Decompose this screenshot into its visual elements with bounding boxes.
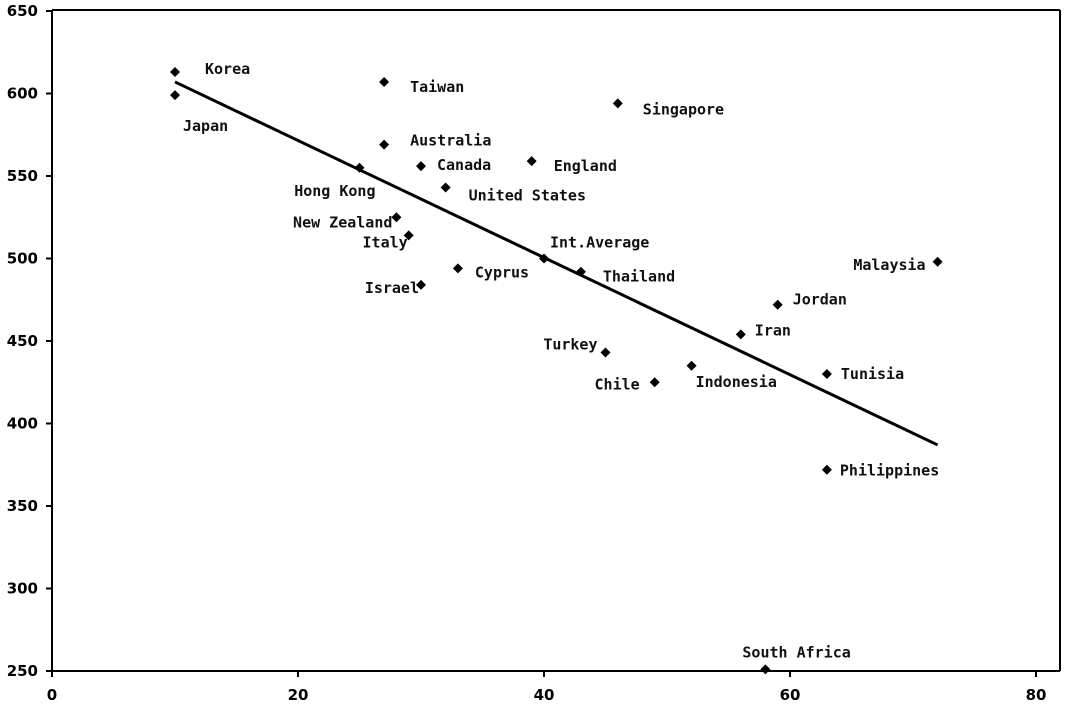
point-label-tunisia: Tunisia (841, 365, 904, 383)
data-point-canada (416, 161, 426, 172)
point-label-turkey: Turkey (543, 336, 597, 354)
data-point-japan (170, 90, 180, 101)
point-label-new-zealand: New Zealand (293, 213, 392, 231)
data-point-australia (379, 139, 390, 150)
point-label-korea: Korea (205, 60, 250, 78)
data-point-chile (649, 377, 660, 388)
point-label-iran: Iran (755, 321, 791, 339)
data-point-turkey (600, 347, 611, 358)
trend-line (174, 80, 939, 447)
y-tick-label: 550 (7, 167, 38, 185)
data-point-taiwan (379, 76, 390, 87)
data-point-malaysia (932, 256, 943, 267)
data-point-jordan (772, 299, 783, 310)
point-label-indonesia: Indonesia (696, 373, 777, 391)
point-label-united-states: United States (469, 187, 586, 205)
y-tick-label: 450 (7, 332, 38, 350)
data-point-england (526, 156, 537, 167)
y-tick-label: 500 (7, 250, 38, 268)
x-tick-label: 80 (1026, 686, 1047, 704)
data-point-singapore (612, 98, 623, 109)
data-point-israel (416, 279, 426, 290)
y-tick-label: 350 (7, 497, 38, 515)
point-label-chile: Chile (595, 375, 640, 393)
data-point-cyprus (452, 263, 463, 274)
y-tick-label: 250 (7, 662, 38, 680)
data-point-united-states (440, 182, 451, 193)
data-point-hong-kong (354, 162, 365, 173)
y-tick-label: 600 (7, 85, 38, 103)
point-label-australia: Australia (410, 132, 491, 150)
x-tick-label: 0 (47, 686, 57, 704)
point-label-jordan: Jordan (793, 291, 847, 309)
point-label-singapore: Singapore (643, 100, 724, 118)
data-point-philippines (821, 464, 832, 475)
point-label-canada: Canada (437, 156, 491, 174)
point-label-philippines: Philippines (840, 462, 939, 480)
point-label-taiwan: Taiwan (410, 78, 464, 96)
data-point-south-africa (760, 664, 771, 675)
point-label-malaysia: Malaysia (853, 256, 925, 274)
x-tick-label: 20 (288, 686, 309, 704)
point-label-italy: Italy (363, 233, 408, 251)
data-point-thailand (575, 266, 586, 277)
data-point-new-zealand (391, 212, 402, 223)
x-tick-label: 60 (780, 686, 801, 704)
x-tick-label: 40 (534, 686, 555, 704)
data-point-korea (170, 67, 180, 78)
y-tick-label: 300 (7, 580, 38, 598)
data-point-iran (735, 329, 746, 340)
y-tick-label: 650 (7, 2, 38, 20)
point-label-israel: Israel (365, 279, 419, 297)
y-tick-label: 400 (7, 415, 38, 433)
point-label-japan: Japan (183, 117, 228, 135)
data-point-int-average (539, 253, 549, 264)
data-point-tunisia (821, 369, 832, 379)
data-point-italy (403, 230, 414, 241)
point-label-hong-kong: Hong Kong (294, 182, 375, 200)
data-point-indonesia (686, 360, 697, 371)
point-label-cyprus: Cyprus (475, 263, 529, 281)
point-label-england: England (554, 157, 617, 175)
point-label-int-average: Int.Average (550, 234, 649, 252)
point-label-thailand: Thailand (603, 268, 675, 286)
point-label-south-africa: South Africa (742, 643, 850, 661)
